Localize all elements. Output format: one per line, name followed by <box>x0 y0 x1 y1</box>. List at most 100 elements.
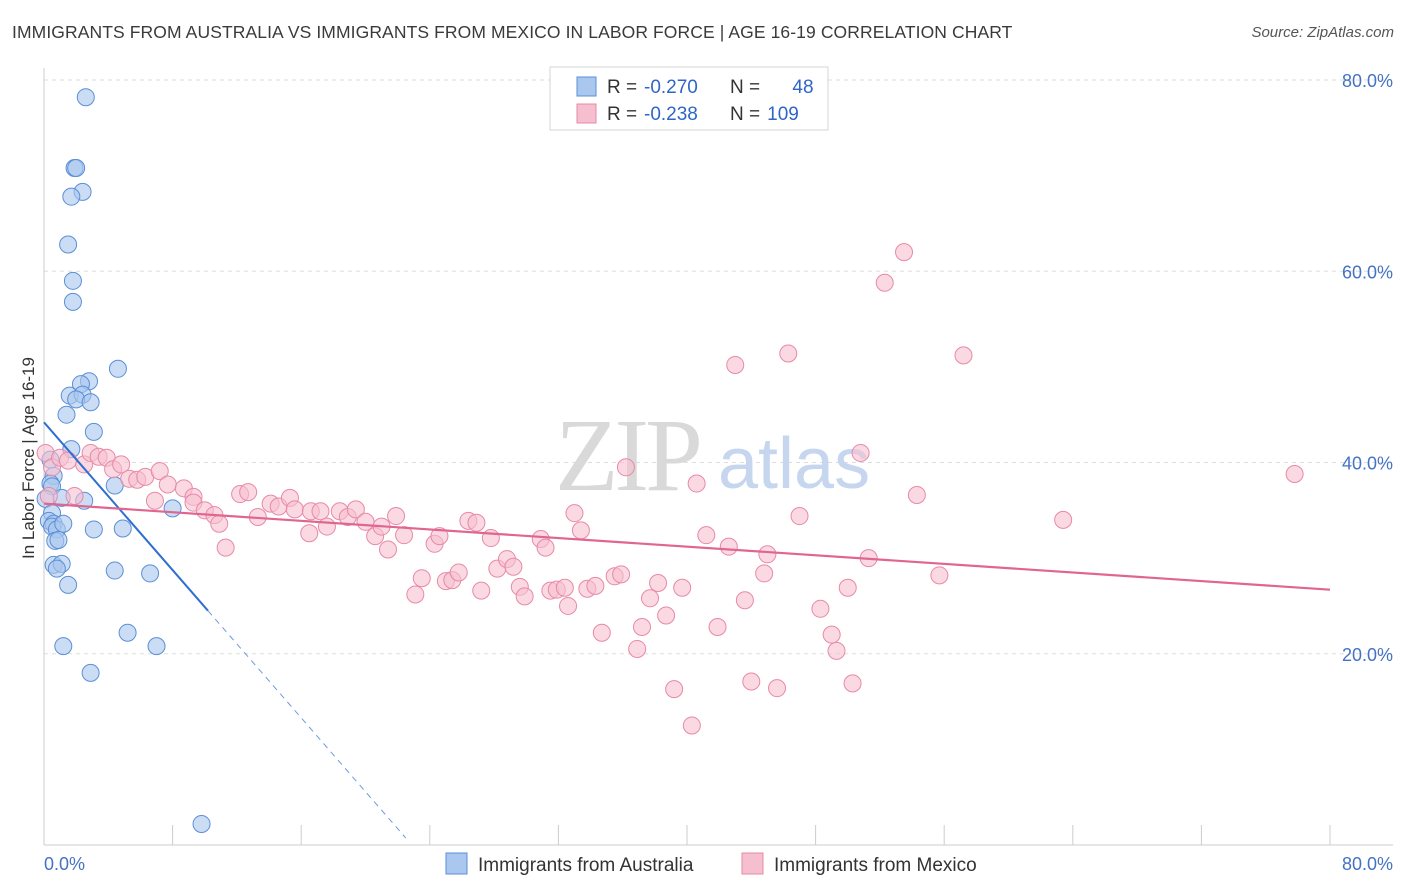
point-mexico-73 <box>649 573 668 592</box>
point-mexico-43 <box>430 527 449 546</box>
y-axis-label: In Labor Force | Age 16-19 <box>19 357 38 559</box>
point-mexico-49 <box>472 581 491 600</box>
points-layer <box>36 88 1304 833</box>
point-mexico-82 <box>726 355 745 374</box>
point-mexico-101 <box>954 346 973 365</box>
point-mexico-72 <box>641 589 660 608</box>
point-mexico-100 <box>930 566 949 585</box>
point-mexico-79 <box>697 526 716 545</box>
chart-title: IMMIGRANTS FROM AUSTRALIA VS IMMIGRANTS … <box>12 22 1013 42</box>
point-australia-46 <box>81 663 100 682</box>
point-mexico-62 <box>565 504 584 523</box>
point-mexico-81 <box>719 537 738 556</box>
point-mexico-84 <box>742 672 761 691</box>
point-mexico-41 <box>412 569 431 588</box>
point-mexico-22 <box>239 483 258 502</box>
point-mexico-34 <box>356 512 375 531</box>
point-australia-15 <box>57 405 76 424</box>
point-australia-26 <box>163 499 182 518</box>
point-mexico-86 <box>758 545 777 564</box>
point-mexico-87 <box>768 679 787 698</box>
trend-line-australia-dashed <box>207 610 407 839</box>
point-mexico-108 <box>300 524 319 543</box>
trend-layer <box>43 421 1331 839</box>
point-mexico-102 <box>1054 510 1073 529</box>
point-mexico-75 <box>665 680 684 699</box>
point-australia-45 <box>147 637 166 656</box>
legend-n-value-mexico: 109 <box>767 104 799 125</box>
point-mexico-106 <box>216 538 235 557</box>
y-tick-label-20: 20.0% <box>1342 645 1393 665</box>
x-tick-label-min: 0.0% <box>44 854 85 874</box>
bottom-legend-swatch-mexico <box>741 852 764 875</box>
bottom-legend-swatch-australia <box>445 852 468 875</box>
point-australia-41 <box>141 564 160 583</box>
point-mexico-89 <box>790 507 809 526</box>
point-australia-42 <box>59 575 78 594</box>
point-australia-34 <box>113 519 132 538</box>
point-mexico-74 <box>657 606 676 625</box>
point-mexico-97 <box>875 273 894 292</box>
point-mexico-3 <box>59 451 78 470</box>
point-australia-39 <box>47 559 66 578</box>
point-mexico-27 <box>285 500 304 519</box>
point-mexico-83 <box>735 591 754 610</box>
point-mexico-46 <box>449 563 468 582</box>
point-mexico-55 <box>515 587 534 606</box>
point-mexico-107 <box>210 514 229 533</box>
point-mexico-91 <box>822 625 841 644</box>
point-mexico-105 <box>65 486 84 505</box>
bottom-legend: Immigrants from Australia Immigrants fro… <box>445 852 977 876</box>
y-tick-label-40: 40.0% <box>1342 454 1393 474</box>
legend-swatch-australia <box>576 76 597 97</box>
point-australia-4 <box>62 187 81 206</box>
point-mexico-80 <box>708 617 727 636</box>
legend-r-value-mexico: -0.238 <box>644 104 698 125</box>
point-mexico-70 <box>628 639 647 658</box>
point-australia-44 <box>54 637 73 656</box>
trend-line-mexico <box>43 502 1331 591</box>
grid-layer <box>44 79 1393 655</box>
point-australia-2 <box>67 158 86 177</box>
watermark-atlas: atlas <box>718 424 870 504</box>
point-mexico-14 <box>158 475 177 494</box>
point-australia-36 <box>49 530 68 549</box>
point-australia-7 <box>63 292 82 311</box>
point-mexico-69 <box>616 458 635 477</box>
point-mexico-66 <box>592 623 611 642</box>
bottom-legend-label-mexico: Immigrants from Mexico <box>774 855 977 876</box>
point-mexico-30 <box>317 517 336 536</box>
point-mexico-33 <box>346 500 365 519</box>
point-mexico-90 <box>811 599 830 618</box>
point-mexico-103 <box>1285 464 1304 483</box>
bottom-legend-label-australia: Immigrants from Australia <box>478 855 694 876</box>
legend-r-label-australia: R = <box>607 77 637 98</box>
point-mexico-63 <box>571 521 590 540</box>
point-australia-14 <box>81 393 100 412</box>
legend-r-value-australia: -0.270 <box>644 77 698 98</box>
point-mexico-13 <box>150 462 169 481</box>
chart-source: Source: ZipAtlas.com <box>1251 24 1394 41</box>
point-mexico-65 <box>586 576 605 595</box>
point-mexico-92 <box>827 641 846 660</box>
point-mexico-57 <box>536 538 555 557</box>
point-mexico-104 <box>39 486 58 505</box>
point-mexico-37 <box>379 540 398 559</box>
point-australia-40 <box>105 561 124 580</box>
point-mexico-76 <box>673 578 692 597</box>
point-australia-0 <box>76 88 95 107</box>
point-mexico-77 <box>682 716 701 735</box>
point-mexico-99 <box>907 486 926 505</box>
point-mexico-48 <box>467 513 486 532</box>
point-mexico-78 <box>687 474 706 493</box>
point-mexico-71 <box>632 617 651 636</box>
point-australia-47 <box>192 814 211 833</box>
point-mexico-60 <box>555 578 574 597</box>
point-australia-6 <box>63 271 82 290</box>
y-tick-label-60: 60.0% <box>1342 262 1393 282</box>
point-mexico-98 <box>895 243 914 262</box>
watermark: ZIP atlas <box>555 398 870 513</box>
point-mexico-94 <box>843 674 862 693</box>
point-mexico-17 <box>145 491 164 510</box>
